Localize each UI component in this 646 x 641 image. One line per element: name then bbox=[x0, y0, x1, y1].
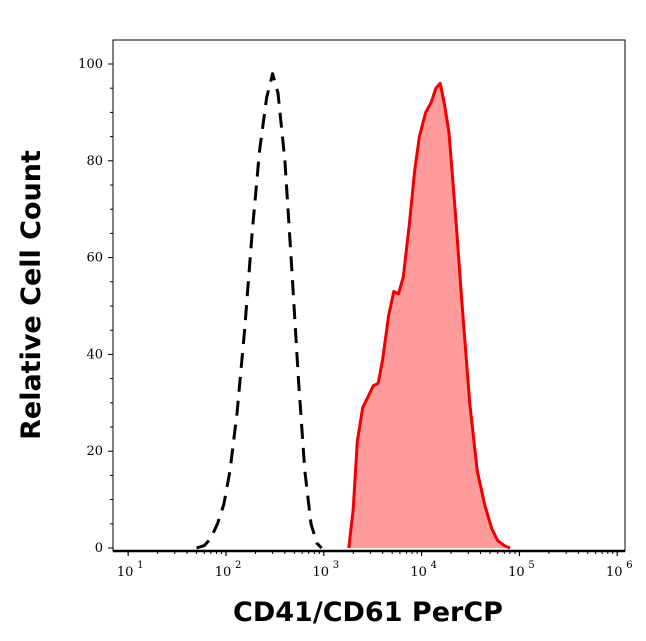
x-tick-exponent-4: 4 bbox=[431, 560, 437, 571]
x-tick-exponent-1: 1 bbox=[137, 560, 143, 571]
y-tick-label-40: 40 bbox=[86, 347, 103, 362]
y-axis-title: Relative Cell Count bbox=[16, 150, 47, 440]
x-tick-label-4: 10 bbox=[410, 565, 427, 580]
y-tick-label-80: 80 bbox=[86, 154, 103, 169]
x-axis-title: CD41/CD61 PerCP bbox=[233, 597, 503, 628]
series-layer bbox=[196, 72, 511, 550]
axes-layer bbox=[108, 39, 626, 556]
y-tick-label-0: 0 bbox=[95, 541, 103, 556]
x-tick-label-2: 10 bbox=[215, 565, 232, 580]
x-tick-label-3: 10 bbox=[313, 565, 330, 580]
y-tick-label-100: 100 bbox=[78, 57, 103, 72]
series-1-line bbox=[347, 81, 511, 550]
x-tick-exponent-3: 3 bbox=[333, 560, 339, 571]
x-tick-exponent-2: 2 bbox=[235, 560, 241, 571]
y-tick-label-60: 60 bbox=[86, 251, 103, 266]
series-0-line bbox=[196, 72, 323, 550]
x-tick-label-5: 10 bbox=[508, 565, 525, 580]
x-tick-label-6: 10 bbox=[606, 565, 623, 580]
y-tick-label-20: 20 bbox=[86, 444, 103, 459]
x-tick-exponent-5: 5 bbox=[528, 560, 534, 571]
series-1-fill bbox=[348, 83, 510, 549]
x-tick-label-1: 10 bbox=[117, 565, 134, 580]
x-tick-exponent-6: 6 bbox=[626, 560, 632, 571]
